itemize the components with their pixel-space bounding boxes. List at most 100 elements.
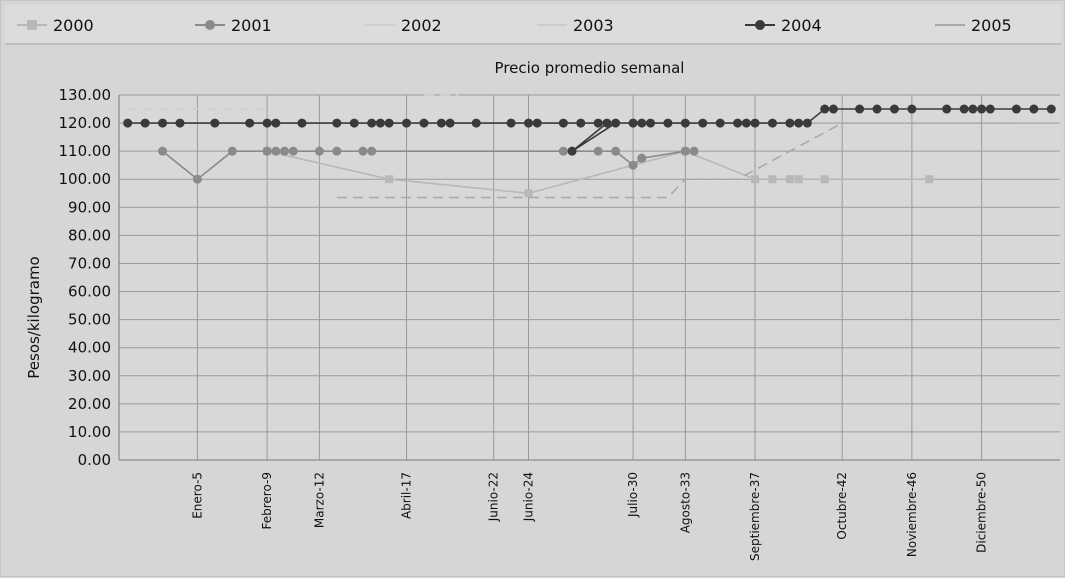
data-point-2004 — [262, 118, 272, 128]
y-tick-label: 30.00 — [68, 367, 111, 385]
y-tick-label: 110.00 — [59, 142, 112, 160]
data-point-2001 — [271, 146, 281, 156]
data-point-2004 — [558, 118, 568, 128]
data-point-2004 — [680, 118, 690, 128]
legend-label-2003: 2003 — [573, 15, 614, 35]
data-point-2001 — [192, 174, 202, 184]
data-point-2004 — [471, 118, 481, 128]
legend-label-2001: 2001 — [231, 15, 272, 35]
data-point-2004 — [698, 118, 708, 128]
series-2004 — [123, 104, 1056, 156]
data-point-2004 — [985, 104, 995, 114]
y-tick-label: 70.00 — [68, 254, 111, 272]
legend-item-2005: 2005 — [935, 5, 1012, 45]
data-point-2004 — [628, 118, 638, 128]
data-point-2001 — [558, 146, 568, 156]
y-tick-label: 20.00 — [68, 395, 111, 413]
y-tick-label: 130.00 — [59, 86, 112, 104]
legend-marker-2002 — [365, 15, 395, 35]
legend-label-2002: 2002 — [401, 15, 442, 35]
data-point-2004 — [375, 118, 385, 128]
data-point-2004 — [271, 118, 281, 128]
data-point-2000 — [768, 175, 777, 184]
data-point-2004 — [402, 118, 412, 128]
legend: 2000 2001 2002 2003 2004 2005 — [5, 5, 1061, 45]
data-point-2001 — [689, 146, 699, 156]
data-point-2004 — [210, 118, 220, 128]
data-point-2001 — [262, 146, 272, 156]
data-point-2000 — [524, 189, 533, 198]
data-point-2004 — [741, 118, 751, 128]
legend-marker-2004 — [745, 15, 775, 35]
y-tick-label: 0.00 — [78, 451, 111, 469]
chart-plot-area: Precio promedio semanal 0.00 10.00 20.00 30.… — [25, 59, 1060, 561]
data-point-2004 — [968, 104, 978, 114]
data-point-2004 — [645, 118, 655, 128]
data-point-2004 — [1011, 104, 1021, 114]
data-point-2004 — [977, 104, 987, 114]
series-2000 — [263, 147, 934, 198]
data-point-2004 — [1046, 104, 1056, 114]
data-point-2004 — [349, 118, 359, 128]
data-point-2000 — [751, 175, 760, 184]
legend-marker-2001 — [195, 15, 225, 35]
data-point-2000 — [820, 175, 829, 184]
data-point-2004 — [532, 118, 542, 128]
y-tick-label: 50.00 — [68, 311, 111, 329]
x-tick-label: Agosto-33 — [678, 472, 692, 533]
data-point-2004 — [332, 118, 342, 128]
data-point-2001 — [680, 146, 690, 156]
legend-marker-2003 — [537, 15, 567, 35]
x-tick-label: Julio-30 — [626, 472, 640, 518]
data-point-2004 — [175, 118, 185, 128]
legend-label-2004: 2004 — [781, 15, 822, 35]
data-point-2004 — [942, 104, 952, 114]
data-point-2001 — [314, 146, 324, 156]
legend-item-2004: 2004 — [745, 5, 822, 45]
series-line-2005 — [336, 122, 1017, 199]
data-point-2004 — [245, 118, 255, 128]
legend-item-2003: 2003 — [537, 5, 614, 45]
data-point-2000 — [794, 175, 803, 184]
data-point-2004 — [297, 118, 307, 128]
data-point-2004 — [506, 118, 516, 128]
data-point-2001 — [358, 146, 368, 156]
legend-label-2005: 2005 — [971, 15, 1012, 35]
data-point-2004 — [855, 104, 865, 114]
x-tick-label: Septiembre-37 — [748, 472, 762, 561]
x-tick-label: Noviembre-46 — [905, 472, 919, 557]
data-point-2004 — [637, 118, 647, 128]
x-tick-label: Junio-24 — [522, 472, 536, 522]
x-tick-label: Abril-17 — [400, 472, 414, 519]
y-tick-label: 120.00 — [59, 114, 112, 132]
series-2001 — [158, 146, 699, 184]
data-point-2004 — [576, 118, 586, 128]
legend-marker-2000 — [17, 15, 47, 35]
data-point-2001 — [288, 146, 298, 156]
legend-item-2001: 2001 — [195, 5, 272, 45]
y-tick-label: 10.00 — [68, 423, 111, 441]
data-point-2004 — [123, 118, 133, 128]
x-tick-label: Diciembre-50 — [975, 472, 989, 553]
data-point-2001 — [332, 146, 342, 156]
data-point-2001 — [628, 160, 638, 170]
x-tick-label: Febrero-9 — [260, 472, 274, 530]
data-point-2004 — [715, 118, 725, 128]
x-tick-label: Enero-5 — [190, 472, 204, 519]
data-point-2004 — [767, 118, 777, 128]
data-point-2004 — [959, 104, 969, 114]
data-point-2004 — [384, 118, 394, 128]
data-point-2001 — [611, 146, 621, 156]
data-point-2001 — [158, 146, 168, 156]
data-point-2004 — [593, 118, 603, 128]
x-tick-label: Octubre-42 — [835, 472, 849, 540]
legend-item-2002: 2002 — [365, 5, 442, 45]
series-line-2000 — [266, 150, 930, 195]
data-point-2001 — [593, 146, 603, 156]
data-point-2004 — [872, 104, 882, 114]
chart-title: Precio promedio semanal — [495, 59, 685, 77]
data-point-2004 — [663, 118, 673, 128]
data-point-2004 — [524, 118, 534, 128]
legend-item-2000: 2000 — [17, 5, 94, 45]
plot-background — [119, 95, 1060, 460]
